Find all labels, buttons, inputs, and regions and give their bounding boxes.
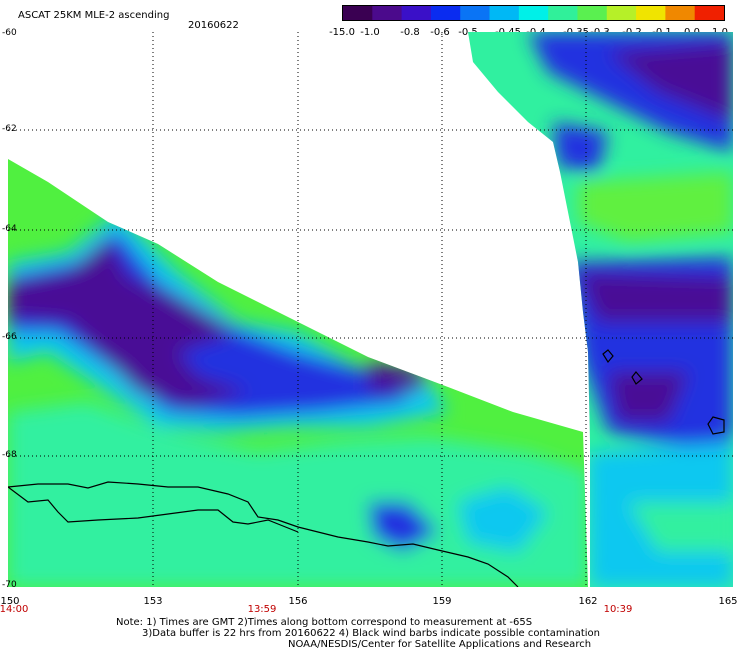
color-swatch bbox=[636, 6, 666, 20]
time-label: 13:59 bbox=[247, 604, 277, 615]
lat-label: -60 bbox=[2, 28, 17, 38]
color-swatch bbox=[401, 6, 432, 20]
scale-label: -0.6 bbox=[430, 27, 450, 38]
color-swatch bbox=[489, 6, 520, 20]
lon-label: 150 bbox=[0, 596, 20, 607]
left-swath bbox=[8, 159, 588, 587]
coastline bbox=[8, 349, 725, 587]
lat-label: -68 bbox=[2, 450, 17, 460]
color-swatch bbox=[343, 6, 373, 20]
color-swatch bbox=[665, 6, 696, 20]
map-canvas bbox=[8, 32, 733, 587]
color-swatch bbox=[606, 6, 637, 20]
color-scale-bar bbox=[342, 5, 725, 21]
scale-label: -0.8 bbox=[400, 27, 420, 38]
footer-credit: NOAA/NESDIS/Center for Satellite Applica… bbox=[288, 639, 592, 650]
lat-label: -62 bbox=[2, 124, 17, 134]
lon-label: 162 bbox=[578, 596, 598, 607]
right-swath bbox=[468, 32, 733, 587]
lat-label: -66 bbox=[2, 332, 17, 342]
lon-label: 165 bbox=[718, 596, 738, 607]
lon-label: 156 bbox=[288, 596, 308, 607]
color-swatch bbox=[430, 6, 461, 20]
footer-note-line2: 3)Data buffer is 22 hrs from 20160622 4)… bbox=[142, 628, 600, 639]
color-swatch bbox=[460, 6, 491, 20]
footer-note-line1: Note: 1) Times are GMT 2)Times along bot… bbox=[116, 617, 533, 628]
color-swatch bbox=[518, 6, 549, 20]
color-swatch bbox=[577, 6, 608, 20]
scale-label: -15.0 bbox=[329, 27, 355, 38]
lon-label: 159 bbox=[432, 596, 452, 607]
color-swatch bbox=[372, 6, 403, 20]
scale-label: -0.5 bbox=[458, 27, 478, 38]
scale-label: -1.0 bbox=[360, 27, 380, 38]
time-label: 10:39 bbox=[603, 604, 633, 615]
date-label: 20160622 bbox=[188, 20, 239, 31]
lat-label: -64 bbox=[2, 224, 17, 234]
title: ASCAT 25KM MLE-2 ascending bbox=[18, 10, 170, 21]
lat-label: -70 bbox=[2, 580, 17, 590]
time-label: 14:00 bbox=[0, 604, 29, 615]
color-swatch bbox=[694, 6, 724, 20]
color-swatch bbox=[548, 6, 579, 20]
lat-lon-grid bbox=[8, 32, 733, 587]
lon-label: 153 bbox=[143, 596, 163, 607]
